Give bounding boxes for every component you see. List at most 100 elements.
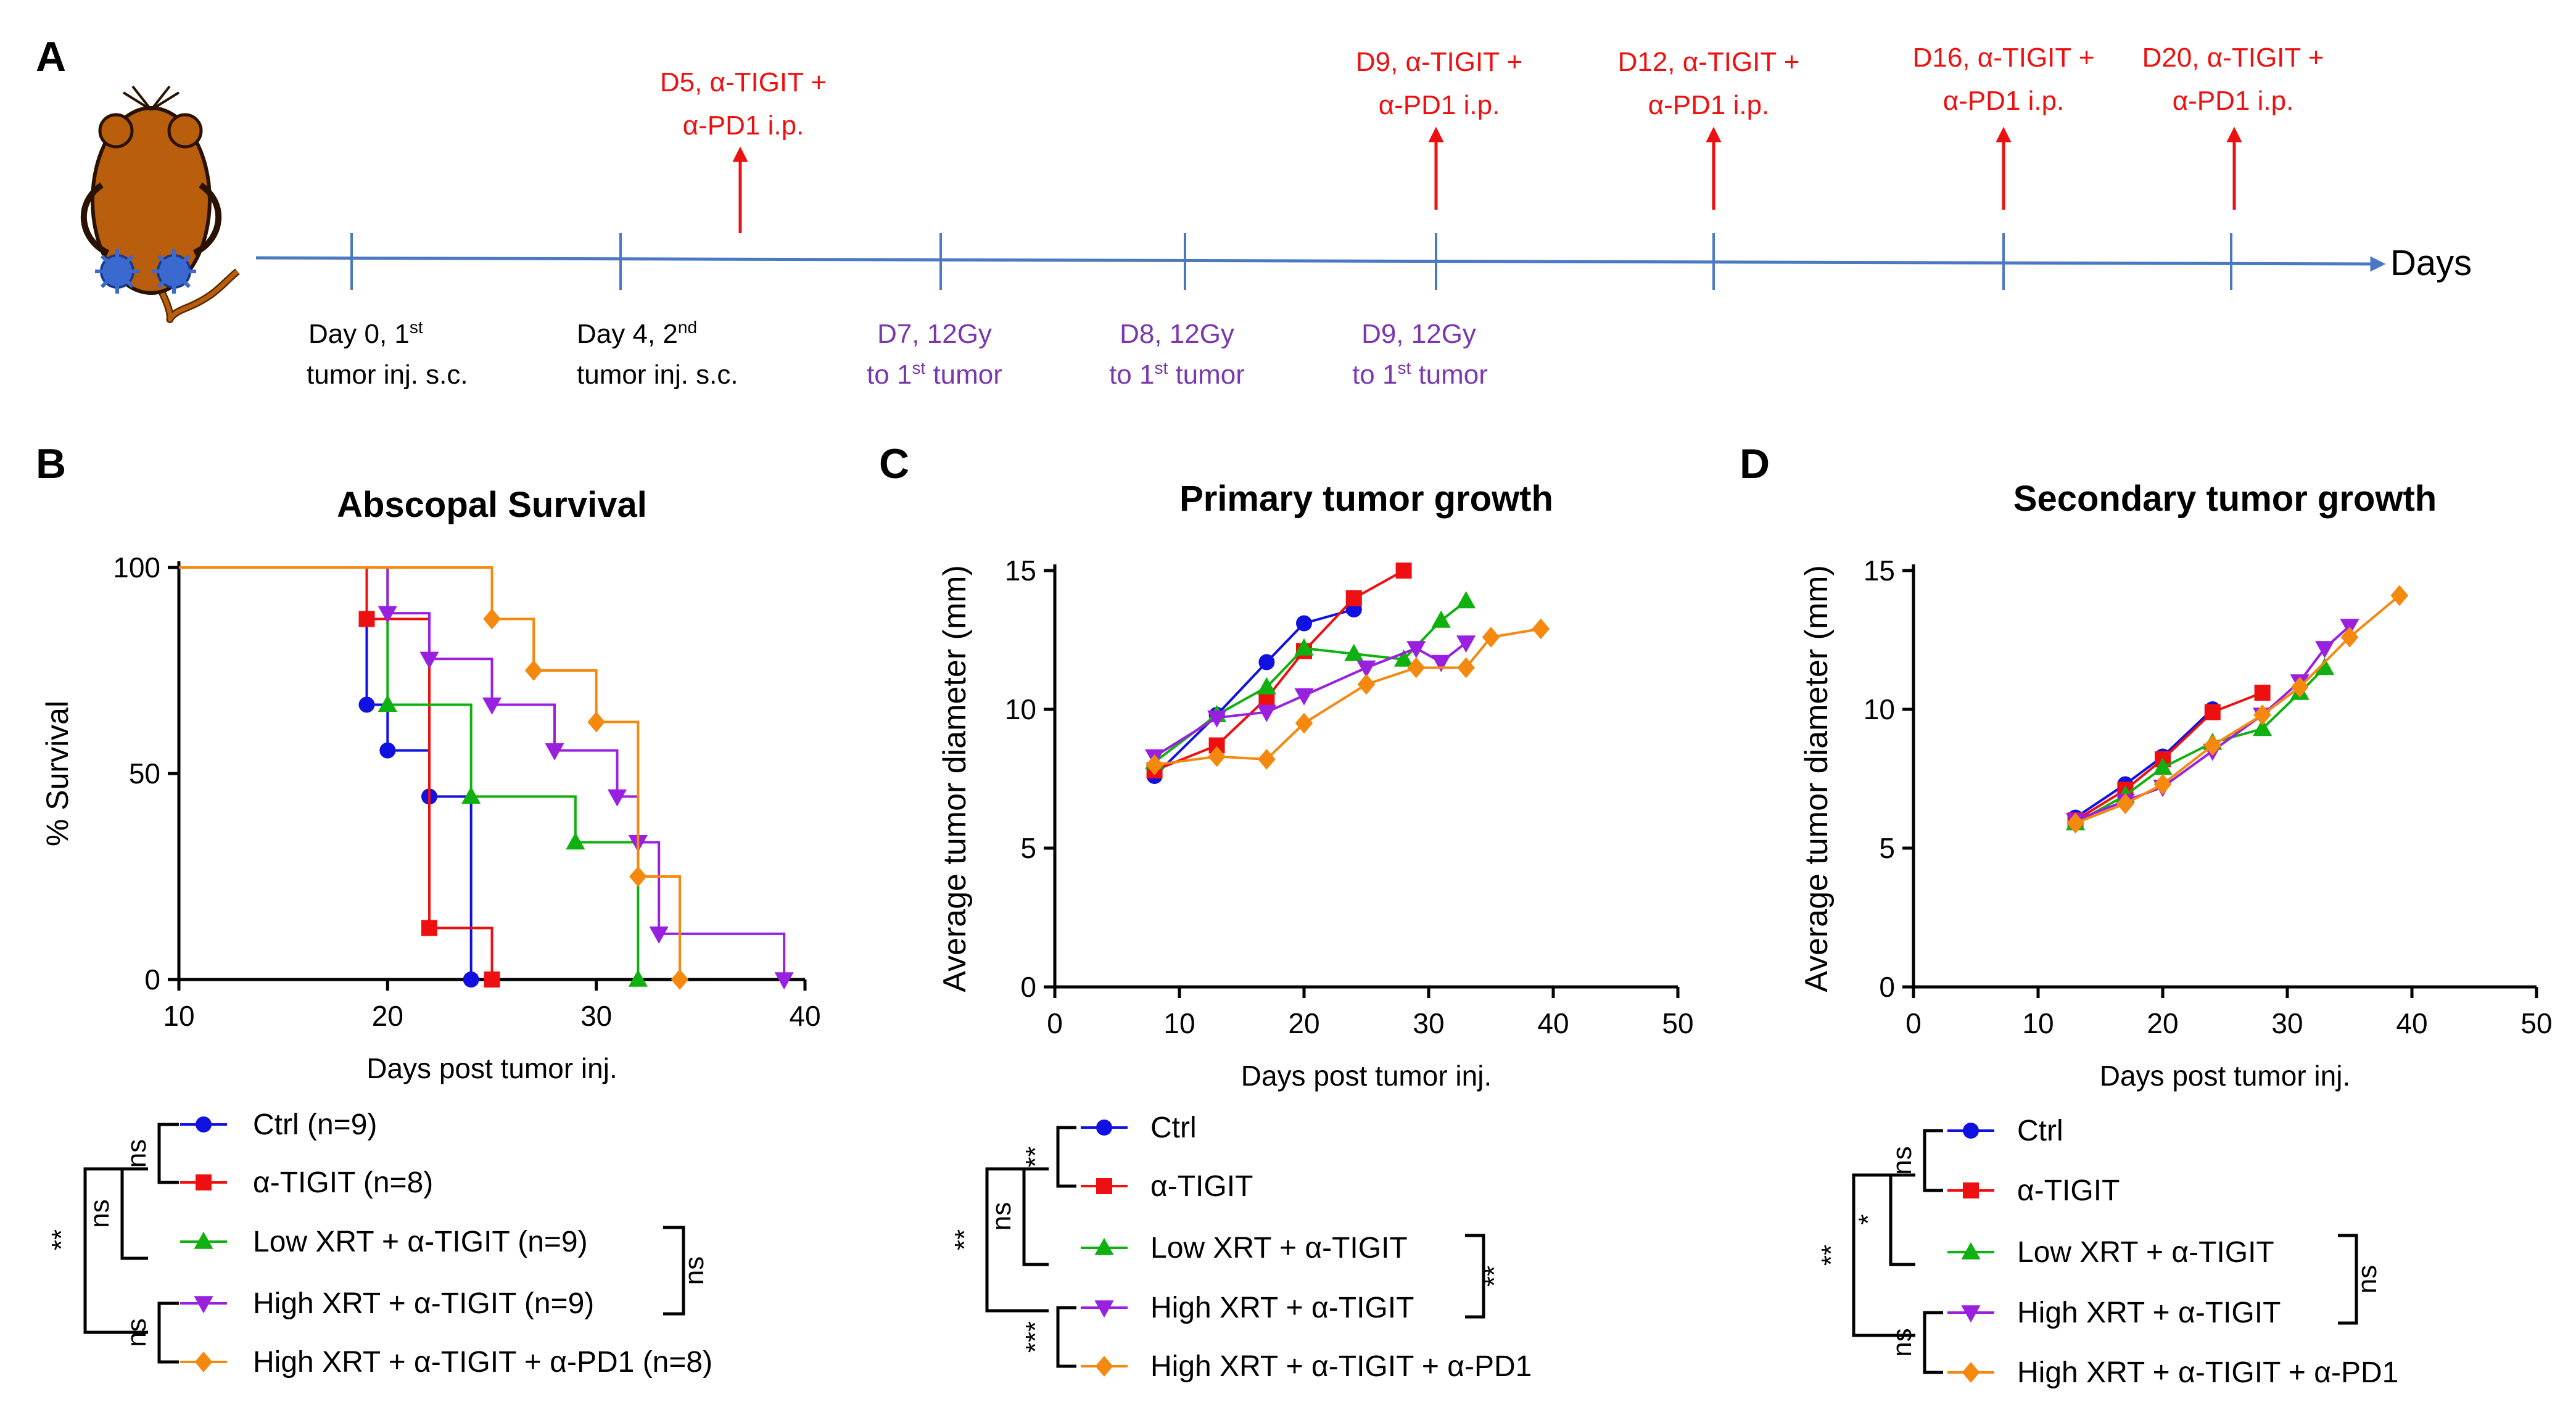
- x-tick-label: 10: [163, 1000, 194, 1032]
- y-axis-label: % Survival: [40, 701, 75, 846]
- drug-event-line2: α-PD1 i.p.: [1379, 90, 1500, 120]
- drug-event-line1: D16, α-TIGIT +: [1913, 43, 2095, 73]
- chart-title: Primary tumor growth: [1179, 479, 1553, 519]
- data-point: [1431, 610, 1451, 628]
- series-line: [179, 566, 681, 980]
- data-point: [1406, 641, 1426, 659]
- data-point: [2066, 812, 2084, 834]
- data-point: [1431, 654, 1451, 672]
- stat-bracket: [1056, 1126, 1076, 1188]
- series-line: [179, 566, 473, 980]
- x-tick-label: 30: [2271, 1007, 2303, 1039]
- stat-label-ns: ns: [1887, 1146, 1917, 1174]
- x-axis-label: Days post tumor inj.: [366, 1052, 617, 1084]
- tumor-event-day4: Day 4, 2nd tumor inj. s.c.: [577, 318, 738, 390]
- data-point: [1257, 677, 1276, 695]
- series-line: [179, 566, 640, 980]
- radiation-event-d7: D7, 12Gy to 1st tumor: [867, 319, 1002, 390]
- drug-event-line1: D9, α-TIGIT +: [1356, 47, 1522, 77]
- legend-label: α-TIGIT: [2017, 1174, 2120, 1207]
- panel-label-d: D: [1740, 440, 1770, 487]
- data-point: [2315, 641, 2335, 659]
- data-point: [1208, 737, 1225, 754]
- radiation-event-d8: D8, 12Gy to 1st tumor: [1109, 319, 1245, 390]
- y-axis-label: Average tumor diameter (mm): [937, 565, 973, 992]
- legend-marker: [1095, 1356, 1113, 1377]
- series-line: [179, 566, 786, 980]
- timeline: Days D5, α-TIGIT + α-PD1 i.p. D9, α-TIGI…: [255, 43, 2472, 390]
- legend-marker: [194, 1296, 213, 1314]
- data-point: [671, 969, 689, 990]
- series-high: [179, 566, 794, 990]
- legend-label: High XRT + α-TIGIT: [2017, 1297, 2281, 1329]
- data-point: [1407, 657, 1426, 679]
- series-tigit: [179, 566, 500, 988]
- series-line: [1154, 641, 1467, 758]
- timeline-ticks: [350, 233, 2232, 290]
- legend-item-highpd1: High XRT + α-TIGIT + α-PD1: [1081, 1350, 1532, 1383]
- radiation-event-line2: to 1st tumor: [1352, 358, 1488, 390]
- radiation-event-line1: D9, 12Gy: [1361, 319, 1476, 349]
- data-point: [607, 789, 627, 807]
- stat-bracket: [1889, 1173, 1915, 1266]
- legend-item-highpd1: High XRT + α-TIGIT + α-PD1 (n=8): [180, 1346, 712, 1379]
- y-tick-label: 100: [113, 551, 160, 584]
- tumor-event-line1: Day 4, 2nd: [577, 318, 697, 349]
- data-point: [463, 971, 479, 988]
- data-point: [649, 926, 669, 944]
- legend-marker: [1094, 1237, 1114, 1255]
- data-point: [461, 786, 481, 804]
- mouse-tail-inner: [155, 270, 239, 322]
- legend-marker: [194, 1231, 213, 1249]
- y-tick-label: 10: [1864, 693, 1895, 725]
- legend-marker: [1096, 1178, 1112, 1194]
- chart-title: Abscopal Survival: [337, 485, 647, 525]
- stat-label-stars: **: [46, 1229, 76, 1250]
- data-point: [2203, 735, 2222, 756]
- stat-label-stars: **: [1479, 1266, 1509, 1287]
- data-point: [1532, 618, 1550, 640]
- stat-label-ns: ns: [986, 1202, 1017, 1231]
- mouse-illustration: [80, 85, 240, 323]
- data-point: [1456, 635, 1476, 653]
- y-tick-label: 15: [1864, 555, 1895, 587]
- legend-marker: [194, 1351, 213, 1372]
- stat-bracket: [2338, 1234, 2358, 1325]
- series-ctrl: [2067, 701, 2221, 826]
- data-point: [484, 971, 500, 988]
- legend-label: Low XRT + α-TIGIT: [2017, 1236, 2274, 1269]
- series-highpd1: [1146, 618, 1550, 775]
- stat-bracket: [157, 1123, 179, 1184]
- mouse-leg-left: [80, 182, 110, 256]
- x-tick-label: 40: [789, 1000, 820, 1032]
- data-point: [524, 660, 543, 681]
- stat-label-stars: **: [949, 1229, 980, 1250]
- tumor-event-line2: tumor inj. s.c.: [577, 360, 738, 390]
- series-line: [2074, 667, 2326, 825]
- series-highpd1: [2066, 585, 2409, 834]
- stat-label-ns: ns: [2352, 1265, 2382, 1293]
- series-low: [1145, 591, 1476, 770]
- stat-label-ns: ns: [679, 1256, 709, 1285]
- x-tick-label: 50: [1662, 1007, 1693, 1039]
- timeline-axis: [255, 256, 2386, 272]
- mouse-ear-right: [167, 113, 203, 149]
- stat-bracket: [1022, 1167, 1049, 1266]
- data-point: [629, 866, 647, 887]
- series-highpd1: [179, 566, 689, 990]
- legend-marker: [1094, 1300, 1114, 1318]
- data-point: [1146, 754, 1163, 775]
- legend-item-highpd1: High XRT + α-TIGIT + α-PD1: [1947, 1356, 2398, 1389]
- chart-title: Secondary tumor growth: [2013, 479, 2437, 519]
- y-tick-label: 10: [1005, 693, 1036, 725]
- mouse-ear-left: [98, 113, 134, 149]
- x-tick-label: 40: [2396, 1007, 2427, 1039]
- y-tick-label: 0: [1879, 971, 1895, 1003]
- drug-event-line1: D20, α-TIGIT +: [2142, 43, 2324, 73]
- data-point: [482, 697, 502, 715]
- stat-bracket: [83, 1167, 148, 1334]
- data-point: [774, 972, 794, 990]
- data-point: [566, 832, 585, 850]
- legend-panel-b: Ctrl (n=9) α-TIGIT (n=8) Low XRT + α-TIGIT…: [46, 1108, 712, 1379]
- legend-label: α-TIGIT: [1150, 1170, 1253, 1203]
